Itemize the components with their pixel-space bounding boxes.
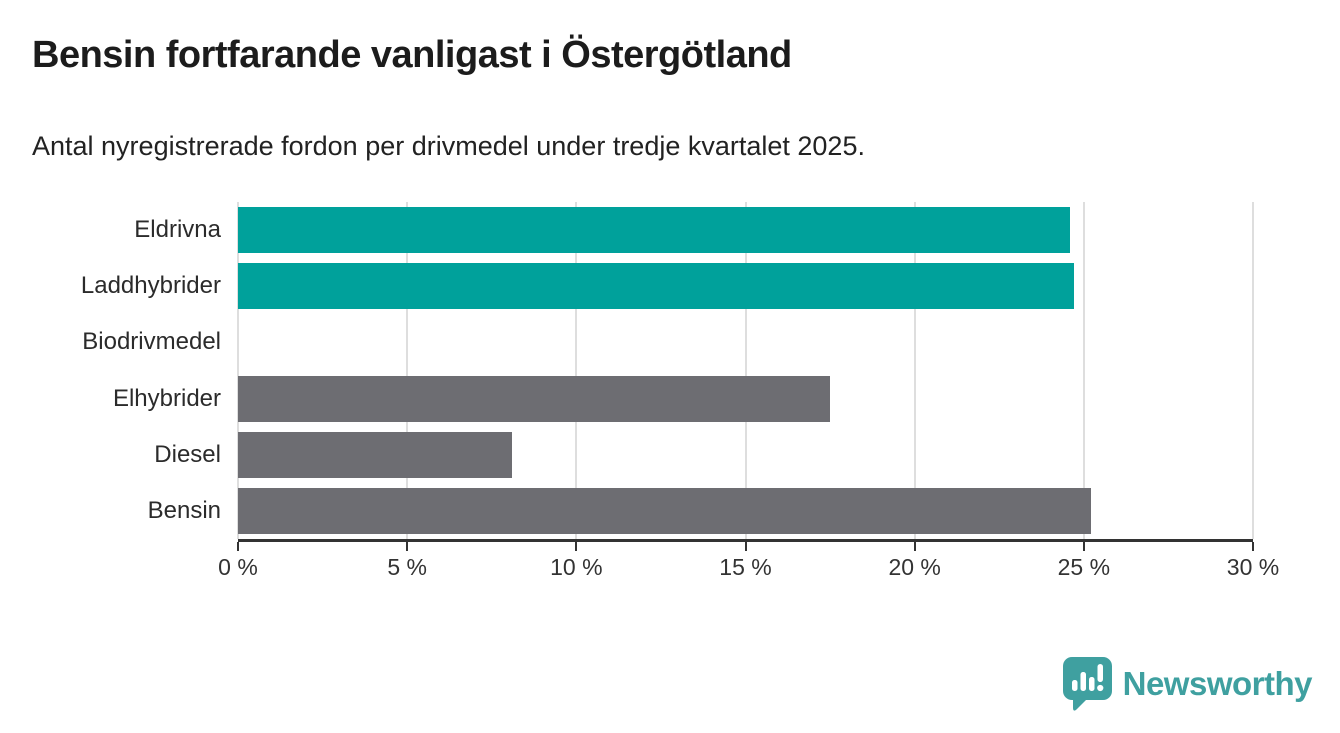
gridline-10	[575, 202, 578, 539]
bar-row-diesel	[238, 427, 1253, 483]
x-axis-label-15: 15 %	[719, 554, 772, 580]
bar-eldrivna	[238, 207, 1071, 254]
x-axis-tick-5	[406, 542, 409, 551]
gridline-0	[237, 202, 239, 539]
y-axis-label-diesel: Diesel	[154, 440, 221, 468]
gridline-15	[744, 202, 747, 539]
x-axis-label-10: 10 %	[550, 554, 603, 580]
newsworthy-logo-text: Newsworthy	[1122, 665, 1313, 702]
x-axis-label-5: 5 %	[387, 554, 427, 580]
newsworthy-logo-icon	[1062, 657, 1112, 711]
gridline-5	[406, 202, 409, 539]
x-axis-tick-30	[1252, 542, 1254, 551]
gridline-30	[1252, 202, 1254, 539]
bar-row-biodrivmedel	[238, 314, 1253, 370]
gridline-25	[1082, 202, 1085, 539]
x-axis-tick-20	[913, 542, 916, 551]
bar-elhybrider	[238, 375, 831, 422]
bar-diesel	[238, 431, 513, 478]
y-axis-label-eldrivna: Eldrivna	[134, 216, 221, 244]
page-title: Bensin fortfarande vanligast i Östergötl…	[32, 34, 792, 76]
x-axis-label-20: 20 %	[888, 554, 941, 580]
bar-bensin	[238, 487, 1091, 534]
x-axis-label-0: 0 %	[218, 554, 258, 580]
x-axis-label-25: 25 %	[1057, 554, 1111, 580]
bar-row-laddhybrider	[238, 258, 1253, 314]
x-axis-label-30: 30 %	[1226, 554, 1280, 580]
y-axis-label-laddhybrider: Laddhybrider	[80, 272, 221, 300]
x-axis-tick-15	[744, 542, 747, 551]
page-subtitle: Antal nyregistrerade fordon per drivmede…	[32, 131, 865, 161]
bar-row-elhybrider	[238, 371, 1253, 427]
y-axis-labels: Eldrivna Laddhybrider Biodrivmedel Elhybrid…	[0, 202, 221, 539]
x-axis-labels: 0 % 5 % 10 % 15 % 20 % 25 % 30 %	[218, 554, 1279, 584]
gridline-20	[913, 202, 916, 539]
x-axis-tick-0	[237, 542, 239, 551]
bar-row-eldrivna	[238, 202, 1253, 258]
plot-area	[237, 202, 1254, 542]
x-axis-tick-25	[1082, 542, 1085, 551]
bar-row-bensin	[238, 483, 1253, 539]
y-axis-label-elhybrider: Elhybrider	[112, 384, 221, 412]
x-axis-ticks	[237, 542, 1254, 551]
newsworthy-logo: Newsworthy	[1061, 656, 1313, 712]
y-axis-label-bensin: Bensin	[147, 496, 221, 524]
x-axis-tick-10	[575, 542, 578, 551]
y-axis-label-biodrivmedel: Biodrivmedel	[82, 328, 221, 356]
bar-laddhybrider	[238, 263, 1074, 310]
